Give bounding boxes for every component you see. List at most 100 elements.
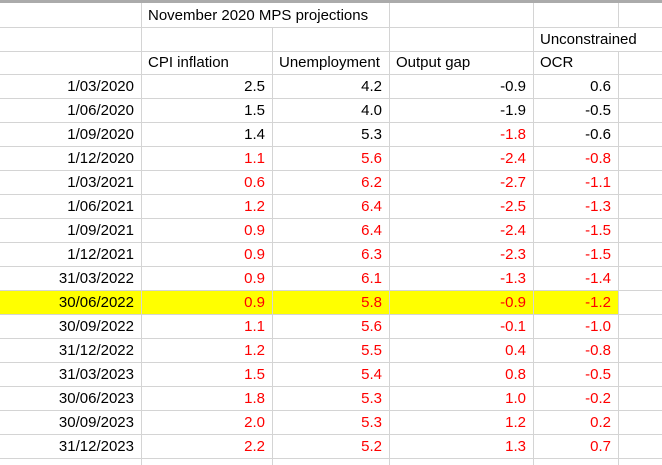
output-gap-header-cell[interactable]: Output gap (390, 52, 534, 75)
unemployment-cell[interactable]: 6.2 (273, 171, 390, 195)
empty-cell[interactable] (619, 315, 662, 339)
ocr-header-cell[interactable]: OCR (534, 52, 619, 75)
empty-cell[interactable] (619, 387, 662, 411)
date-cell[interactable]: 1/06/2020 (0, 99, 142, 123)
empty-cell[interactable] (619, 363, 662, 387)
empty-cell[interactable] (390, 459, 534, 465)
unemployment-cell[interactable]: 5.3 (273, 123, 390, 147)
date-cell[interactable]: 30/09/2023 (0, 411, 142, 435)
cpi-cell[interactable]: 2.0 (142, 411, 273, 435)
cpi-cell[interactable]: 2.2 (142, 435, 273, 459)
empty-cell[interactable] (619, 339, 662, 363)
output-gap-cell[interactable]: 1.0 (390, 387, 534, 411)
cpi-cell[interactable]: 1.1 (142, 147, 273, 171)
output-gap-cell[interactable]: -0.1 (390, 315, 534, 339)
output-gap-cell[interactable]: -1.9 (390, 99, 534, 123)
cpi-cell[interactable]: 1.5 (142, 363, 273, 387)
unemployment-cell[interactable]: 6.4 (273, 219, 390, 243)
unemployment-cell[interactable]: 5.2 (273, 435, 390, 459)
empty-cell[interactable] (619, 435, 662, 459)
output-gap-cell[interactable]: -1.8 (390, 123, 534, 147)
date-cell[interactable]: 31/03/2022 (0, 267, 142, 291)
empty-cell[interactable] (619, 171, 662, 195)
cpi-cell[interactable]: 0.6 (142, 171, 273, 195)
empty-cell[interactable] (390, 28, 534, 52)
unconstrained-header-cell[interactable]: Unconstrained (534, 28, 662, 52)
ocr-cell[interactable]: -0.5 (534, 99, 619, 123)
unemployment-cell[interactable]: 5.4 (273, 363, 390, 387)
ocr-cell[interactable]: -1.0 (534, 315, 619, 339)
cpi-cell[interactable]: 0.9 (142, 291, 273, 315)
unemployment-cell[interactable]: 5.3 (273, 387, 390, 411)
date-cell[interactable]: 1/03/2021 (0, 171, 142, 195)
empty-cell[interactable] (534, 459, 619, 465)
cpi-cell[interactable]: 1.2 (142, 339, 273, 363)
ocr-cell[interactable]: -0.6 (534, 123, 619, 147)
ocr-cell[interactable]: -1.1 (534, 171, 619, 195)
date-cell[interactable]: 1/09/2020 (0, 123, 142, 147)
output-gap-cell[interactable]: -2.4 (390, 219, 534, 243)
cpi-cell[interactable]: 1.2 (142, 195, 273, 219)
output-gap-cell[interactable]: -2.5 (390, 195, 534, 219)
sheet-title-cell[interactable]: November 2020 MPS projections (142, 3, 390, 28)
unemployment-cell[interactable]: 5.3 (273, 411, 390, 435)
cpi-cell[interactable]: 0.9 (142, 267, 273, 291)
date-cell[interactable]: 1/03/2020 (0, 75, 142, 99)
empty-cell[interactable] (273, 28, 390, 52)
date-cell[interactable]: 30/06/2022 (0, 291, 142, 315)
empty-cell[interactable] (619, 291, 662, 315)
output-gap-cell[interactable]: -0.9 (390, 75, 534, 99)
empty-cell[interactable] (0, 3, 142, 28)
ocr-cell[interactable]: -0.8 (534, 339, 619, 363)
ocr-cell[interactable]: -1.4 (534, 267, 619, 291)
empty-cell[interactable] (142, 459, 273, 465)
empty-cell[interactable] (619, 219, 662, 243)
date-cell[interactable]: 1/12/2020 (0, 147, 142, 171)
ocr-cell[interactable]: -1.2 (534, 291, 619, 315)
empty-cell[interactable] (619, 411, 662, 435)
output-gap-cell[interactable]: -2.7 (390, 171, 534, 195)
date-cell[interactable]: 1/06/2021 (0, 195, 142, 219)
cpi-inflation-header-cell[interactable]: CPI inflation (142, 52, 273, 75)
ocr-cell[interactable]: 0.6 (534, 75, 619, 99)
output-gap-cell[interactable]: -2.3 (390, 243, 534, 267)
date-cell[interactable]: 30/09/2022 (0, 315, 142, 339)
empty-cell[interactable] (619, 195, 662, 219)
cpi-cell[interactable]: 1.4 (142, 123, 273, 147)
unemployment-cell[interactable]: 5.5 (273, 339, 390, 363)
date-cell[interactable]: 31/12/2023 (0, 435, 142, 459)
date-cell[interactable]: 31/03/2023 (0, 363, 142, 387)
output-gap-cell[interactable]: -2.4 (390, 147, 534, 171)
ocr-cell[interactable]: -1.5 (534, 243, 619, 267)
ocr-cell[interactable]: -0.5 (534, 363, 619, 387)
empty-cell[interactable] (619, 75, 662, 99)
output-gap-cell[interactable]: 0.4 (390, 339, 534, 363)
output-gap-cell[interactable]: 1.2 (390, 411, 534, 435)
unemployment-cell[interactable]: 6.3 (273, 243, 390, 267)
ocr-cell[interactable]: -1.3 (534, 195, 619, 219)
date-cell[interactable]: 1/09/2021 (0, 219, 142, 243)
date-cell[interactable]: 1/12/2021 (0, 243, 142, 267)
empty-cell[interactable] (619, 3, 662, 28)
empty-cell[interactable] (0, 52, 142, 75)
cpi-cell[interactable]: 1.1 (142, 315, 273, 339)
unemployment-header-cell[interactable]: Unemployment (273, 52, 390, 75)
empty-cell[interactable] (142, 28, 273, 52)
unemployment-cell[interactable]: 6.4 (273, 195, 390, 219)
cpi-cell[interactable]: 0.9 (142, 243, 273, 267)
empty-cell[interactable] (619, 52, 662, 75)
empty-cell[interactable] (619, 243, 662, 267)
output-gap-cell[interactable]: -1.3 (390, 267, 534, 291)
date-cell[interactable]: 30/06/2023 (0, 387, 142, 411)
date-cell[interactable]: 31/12/2022 (0, 339, 142, 363)
empty-cell[interactable] (619, 123, 662, 147)
ocr-cell[interactable]: 0.7 (534, 435, 619, 459)
cpi-cell[interactable]: 1.8 (142, 387, 273, 411)
cpi-cell[interactable]: 2.5 (142, 75, 273, 99)
empty-cell[interactable] (619, 459, 662, 465)
empty-cell[interactable] (619, 267, 662, 291)
empty-cell[interactable] (390, 3, 534, 28)
empty-cell[interactable] (619, 147, 662, 171)
unemployment-cell[interactable]: 5.6 (273, 315, 390, 339)
empty-cell[interactable] (0, 28, 142, 52)
